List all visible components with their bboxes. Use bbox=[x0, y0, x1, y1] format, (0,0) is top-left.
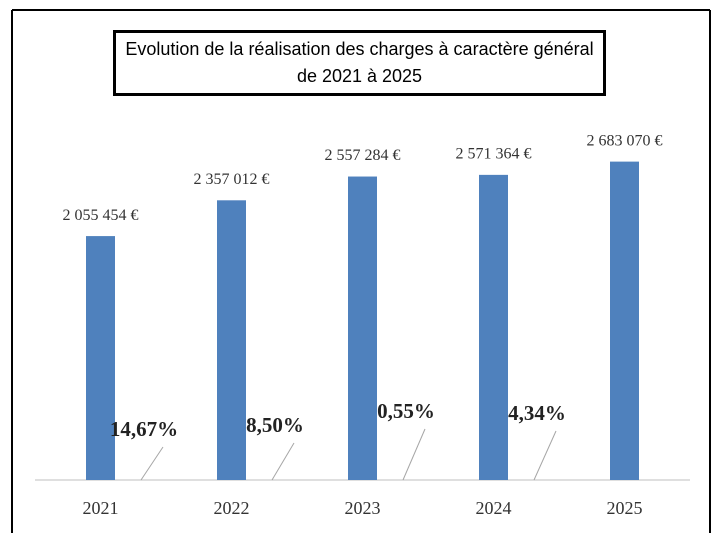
leader-line bbox=[140, 446, 164, 481]
annotation: 14,67% bbox=[110, 417, 178, 441]
leader-line bbox=[533, 430, 557, 481]
x-tick-label: 2022 bbox=[214, 498, 250, 518]
chart-title: Evolution de la réalisation des charges … bbox=[113, 30, 606, 96]
annotation: 4,34% bbox=[508, 401, 566, 425]
value-label: 2 557 284 € bbox=[325, 147, 401, 164]
x-tick-label: 2023 bbox=[345, 498, 381, 518]
x-tick-label: 2021 bbox=[83, 498, 119, 518]
leader-line bbox=[402, 428, 426, 481]
value-label: 2 571 364 € bbox=[456, 146, 532, 163]
value-label: 2 357 012 € bbox=[194, 171, 270, 188]
bar bbox=[348, 176, 377, 480]
bar bbox=[479, 174, 508, 480]
x-tick-label: 2024 bbox=[476, 498, 512, 518]
value-label: 2 683 070 € bbox=[587, 132, 663, 149]
annotation: 0,55% bbox=[377, 399, 435, 423]
leader-line bbox=[271, 442, 295, 481]
bar bbox=[86, 236, 115, 480]
bar bbox=[610, 161, 639, 481]
annotation: 8,50% bbox=[246, 413, 304, 437]
bar bbox=[217, 200, 246, 480]
x-tick-label: 2025 bbox=[607, 498, 643, 518]
value-label: 2 055 454 € bbox=[63, 207, 139, 224]
